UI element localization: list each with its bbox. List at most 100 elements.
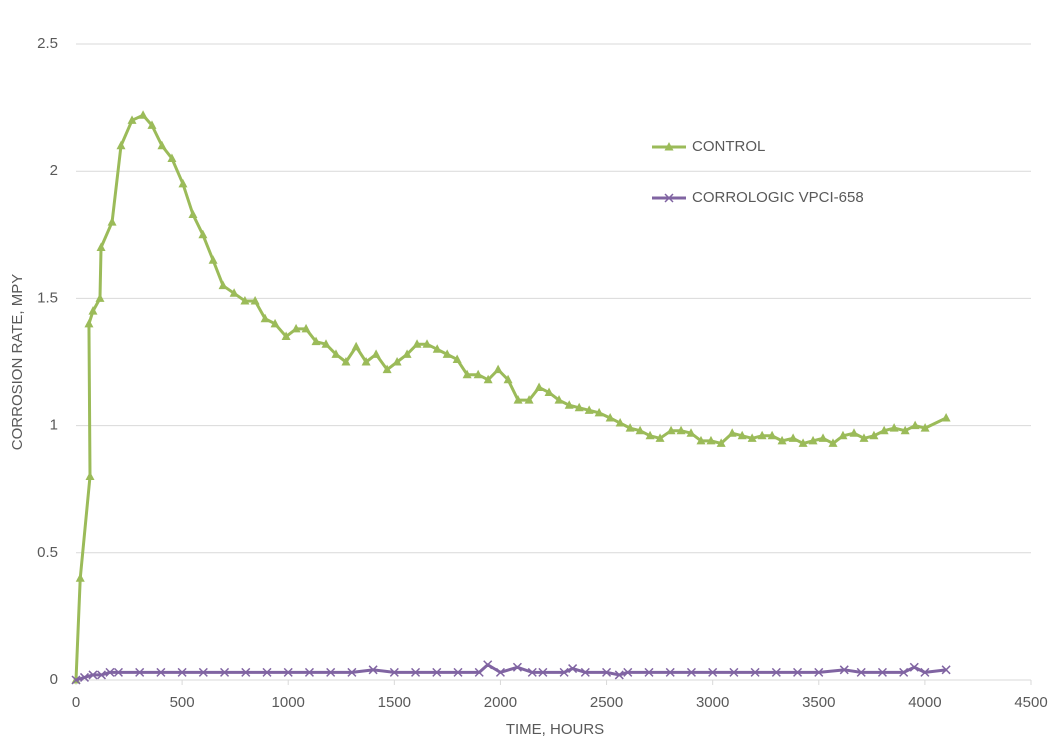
data-point — [580, 667, 590, 677]
data-point — [495, 667, 505, 677]
data-point — [554, 395, 564, 404]
data-point — [389, 667, 399, 677]
y-tick-label: 1 — [50, 417, 58, 434]
data-point — [594, 407, 604, 417]
data-point — [877, 667, 887, 677]
data-point — [503, 374, 513, 384]
data-point — [757, 430, 767, 440]
data-point — [696, 435, 706, 445]
data-point — [798, 438, 808, 447]
data-point — [411, 667, 421, 677]
data-point — [538, 667, 548, 677]
data-point — [793, 667, 803, 677]
data-point — [157, 140, 167, 150]
data-point — [218, 280, 228, 290]
y-tick-label: 2.5 — [37, 35, 58, 52]
data-point — [85, 471, 95, 480]
data-point — [910, 420, 920, 430]
data-point — [135, 667, 145, 677]
data-point — [250, 295, 260, 305]
x-axis-title: TIME, HOURS — [506, 721, 604, 738]
data-point — [96, 242, 106, 252]
data-point — [849, 428, 859, 437]
data-point — [614, 670, 624, 680]
data-point — [452, 354, 462, 363]
x-tick-label: 2500 — [590, 694, 623, 711]
data-point — [838, 430, 848, 440]
data-point — [260, 313, 270, 323]
data-point — [615, 418, 625, 427]
data-point — [88, 670, 98, 680]
data-point — [432, 344, 442, 353]
data-point — [727, 428, 737, 437]
x-tick-label: 3000 — [696, 694, 729, 711]
legend-label: CORROLOGIC VPCI-658 — [692, 189, 864, 206]
data-point — [534, 382, 544, 391]
data-point — [909, 662, 919, 672]
data-point — [95, 293, 105, 302]
data-point — [178, 178, 188, 188]
data-point — [814, 667, 824, 677]
data-point — [147, 120, 157, 129]
data-point — [524, 395, 534, 404]
data-point — [432, 667, 442, 677]
data-point — [839, 665, 849, 675]
data-point — [568, 664, 578, 674]
data-point — [750, 667, 760, 677]
data-point — [412, 339, 422, 348]
data-point — [828, 438, 838, 447]
data-point — [869, 430, 879, 440]
data-point — [747, 433, 757, 442]
data-point — [304, 667, 314, 677]
data-point — [371, 349, 381, 358]
data-point — [559, 667, 569, 677]
data-point — [311, 336, 321, 346]
data-point — [291, 323, 301, 333]
y-tick-label: 0 — [50, 671, 58, 688]
data-point — [605, 412, 615, 422]
data-point — [859, 433, 869, 442]
data-point — [644, 667, 654, 677]
data-point — [473, 369, 483, 379]
data-point — [941, 665, 951, 675]
data-point — [544, 387, 554, 397]
data-point — [138, 110, 148, 119]
data-point — [729, 667, 739, 677]
data-point — [777, 435, 787, 445]
data-point — [635, 425, 645, 435]
data-point — [645, 430, 655, 440]
data-point — [84, 318, 94, 328]
data-point — [899, 667, 909, 677]
data-point — [331, 349, 341, 358]
data-point — [88, 306, 98, 315]
data-point — [771, 667, 781, 677]
series-line — [75, 663, 947, 682]
data-point — [107, 217, 117, 226]
data-point — [270, 318, 280, 328]
data-point — [341, 357, 351, 366]
legend-marker — [664, 193, 674, 203]
data-point — [116, 140, 126, 150]
data-point — [808, 435, 818, 445]
data-point — [71, 675, 81, 685]
x-tick-label: 4500 — [1014, 694, 1047, 711]
data-point — [402, 349, 412, 358]
data-point — [382, 364, 392, 374]
data-point — [75, 573, 85, 582]
data-point — [686, 667, 696, 677]
data-point — [920, 667, 930, 677]
y-tick-label: 0.5 — [37, 544, 58, 561]
data-point — [716, 438, 726, 447]
data-point — [113, 667, 123, 677]
data-point — [198, 229, 208, 239]
legend-label: CONTROL — [692, 138, 765, 155]
data-point — [281, 331, 291, 341]
data-point — [105, 667, 115, 677]
data-point — [527, 667, 537, 677]
data-point — [602, 667, 612, 677]
data-point — [321, 339, 331, 348]
data-point — [574, 402, 584, 412]
x-tick-label: 2000 — [484, 694, 517, 711]
data-point — [347, 667, 357, 677]
x-tick-label: 3500 — [802, 694, 835, 711]
